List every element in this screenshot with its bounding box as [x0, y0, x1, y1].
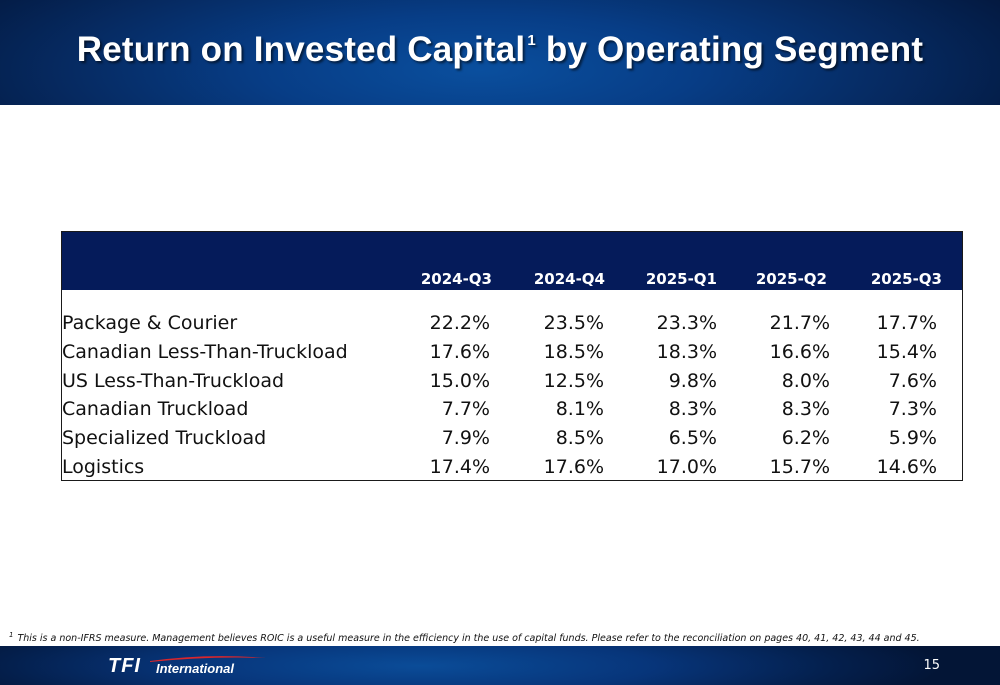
table-cell: 15.7%	[769, 456, 830, 478]
table-cell: 14.6%	[876, 456, 937, 478]
row-label: US Less-Than-Truckload	[62, 370, 285, 392]
table-cell: 18.3%	[656, 341, 717, 363]
table-cell: 22.2%	[429, 312, 490, 334]
footer-bar: TFI International 15	[0, 646, 1000, 685]
table-row: Canadian Truckload 7.7% 8.1% 8.3% 8.3% 7…	[62, 398, 962, 427]
logo-wordmark: TFI	[108, 655, 141, 677]
tfi-international-logo: TFI International	[108, 655, 308, 677]
title-rest: by Operating Segment	[535, 30, 924, 69]
table-cell: 23.5%	[543, 312, 604, 334]
title-footnote-marker: 1	[527, 32, 536, 49]
table-cell: 17.4%	[429, 456, 490, 478]
header-banner: Return on Invested Capital 1 by Operating…	[0, 0, 1000, 105]
table-row: Specialized Truckload 7.9% 8.5% 6.5% 6.2…	[62, 427, 962, 456]
table-cell: 18.5%	[543, 341, 604, 363]
table-cell: 6.2%	[781, 427, 830, 449]
table-cell: 15.0%	[429, 370, 490, 392]
table-cell: 9.8%	[668, 370, 717, 392]
table-row: Logistics 17.4% 17.6% 17.0% 15.7% 14.6%	[62, 456, 962, 485]
column-header: 2025-Q1	[645, 270, 717, 288]
table-cell: 17.6%	[429, 341, 490, 363]
table-cell: 7.3%	[888, 398, 937, 420]
table-header: 2024-Q3 2024-Q4 2025-Q1 2025-Q2 2025-Q3	[62, 232, 962, 290]
table-cell: 8.1%	[555, 398, 604, 420]
logo-subtitle: International	[156, 661, 235, 676]
title-main: Return on Invested Capital	[76, 30, 526, 69]
page-number: 15	[923, 658, 940, 673]
logo-swoosh-icon	[150, 656, 266, 662]
footnote-text: This is a non-IFRS measure. Management b…	[17, 633, 920, 645]
row-label: Package & Courier	[62, 312, 238, 334]
table-row: US Less-Than-Truckload 15.0% 12.5% 9.8% …	[62, 370, 962, 399]
page-title: Return on Invested Capital 1 by Operating…	[0, 30, 1000, 70]
table-cell: 8.0%	[781, 370, 830, 392]
column-header: 2025-Q3	[870, 270, 942, 288]
row-label: Specialized Truckload	[62, 427, 267, 449]
table-cell: 17.7%	[876, 312, 937, 334]
table-cell: 16.6%	[769, 341, 830, 363]
footnote: 1 This is a non-IFRS measure. Management …	[9, 631, 920, 644]
table-row: Package & Courier 22.2% 23.5% 23.3% 21.7…	[62, 312, 962, 341]
column-header: 2024-Q3	[420, 270, 492, 288]
table-cell: 21.7%	[769, 312, 830, 334]
table-cell: 8.3%	[781, 398, 830, 420]
footnote-marker: 1	[9, 631, 14, 639]
row-label: Logistics	[62, 456, 145, 478]
table-cell: 7.9%	[441, 427, 490, 449]
table-cell: 5.9%	[888, 427, 937, 449]
table-cell: 7.6%	[888, 370, 937, 392]
table-cell: 12.5%	[543, 370, 604, 392]
table-cell: 8.3%	[668, 398, 717, 420]
column-header: 2025-Q2	[755, 270, 827, 288]
table-cell: 15.4%	[876, 341, 937, 363]
column-header: 2024-Q4	[533, 270, 605, 288]
table-cell: 7.7%	[441, 398, 490, 420]
table-cell: 17.6%	[543, 456, 604, 478]
row-label: Canadian Less-Than-Truckload	[62, 341, 348, 363]
table-cell: 23.3%	[656, 312, 717, 334]
table-cell: 6.5%	[668, 427, 717, 449]
table-row: Canadian Less-Than-Truckload 17.6% 18.5%…	[62, 341, 962, 370]
table-cell: 17.0%	[656, 456, 717, 478]
roic-table: 2024-Q3 2024-Q4 2025-Q1 2025-Q2 2025-Q3 …	[61, 231, 963, 481]
table-cell: 8.5%	[555, 427, 604, 449]
row-label: Canadian Truckload	[62, 398, 249, 420]
